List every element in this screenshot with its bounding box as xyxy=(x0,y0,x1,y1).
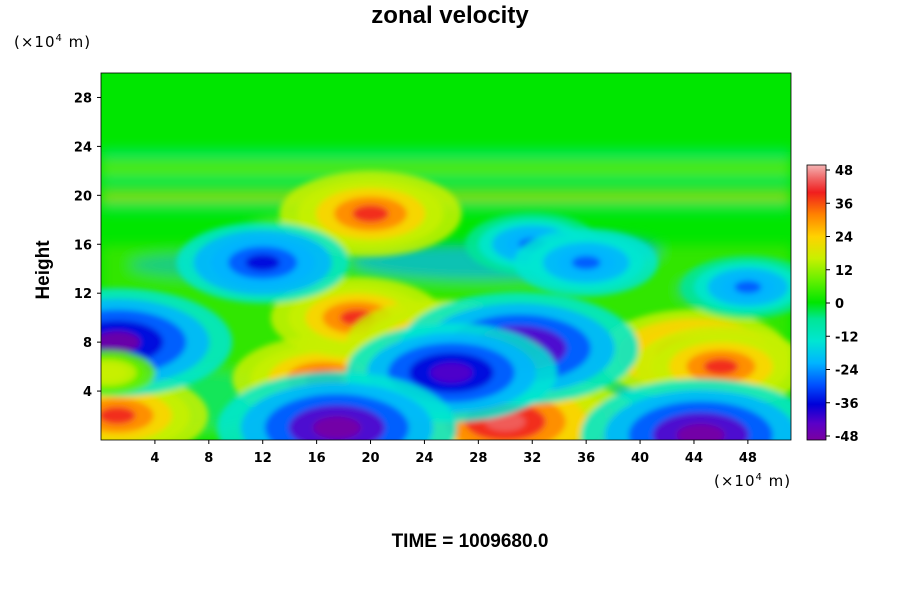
colorbar-tick-label: -12 xyxy=(835,330,859,345)
colorbar-tick-label: -48 xyxy=(835,430,859,445)
colorbar xyxy=(806,164,827,441)
x-tick-label: 16 xyxy=(308,451,326,466)
time-label: TIME = 1009680.0 xyxy=(391,531,549,552)
x-axis-unit: (×104 m) xyxy=(714,472,792,490)
colorbar-ticks: 48 36 24 12 0 -12 -24 -36 -48 xyxy=(826,164,859,445)
plot-frame xyxy=(100,72,792,441)
x-tick-label: 24 xyxy=(415,451,433,466)
x-tick-label: 48 xyxy=(739,451,757,466)
heatmap-field xyxy=(101,73,791,440)
heatmap-feature xyxy=(680,255,791,319)
heatmap-feature xyxy=(101,350,156,396)
y-tick-label: 4 xyxy=(83,385,92,400)
y-tick-label: 12 xyxy=(74,287,92,302)
y-axis-ticks: 4 8 12 16 20 24 28 xyxy=(74,91,101,400)
x-tick-label: 36 xyxy=(577,451,595,466)
heatmap-feature xyxy=(176,222,350,304)
colorbar-tick-label: -24 xyxy=(835,364,859,379)
colorbar-tick-label: -36 xyxy=(835,397,859,412)
x-tick-label: 40 xyxy=(631,451,649,466)
heatmap-feature xyxy=(580,378,791,440)
x-tick-label: 12 xyxy=(254,451,272,466)
colorbar-tick-label: 12 xyxy=(835,264,853,279)
x-tick-label: 32 xyxy=(523,451,541,466)
x-axis-ticks: 4 8 12 16 20 24 28 32 36 40 44 48 xyxy=(150,440,757,466)
x-tick-label: 44 xyxy=(685,451,703,466)
heatmap-feature xyxy=(279,170,462,257)
colorbar-tick-label: 24 xyxy=(835,231,853,246)
y-tick-label: 28 xyxy=(74,91,92,106)
heatmap-feature xyxy=(216,371,457,440)
colorbar-tick-label: 36 xyxy=(835,197,853,212)
colorbar-tick-label: 0 xyxy=(835,297,844,312)
x-tick-label: 20 xyxy=(361,451,379,466)
y-tick-label: 16 xyxy=(74,238,92,253)
chart-title: zonal velocity xyxy=(371,2,529,29)
y-axis-unit: (×104 m) xyxy=(14,33,92,51)
x-tick-label: 4 xyxy=(150,451,159,466)
heatmap-feature xyxy=(514,228,659,297)
x-tick-label: 8 xyxy=(204,451,213,466)
y-tick-label: 24 xyxy=(74,140,92,155)
y-tick-label: 8 xyxy=(83,336,92,351)
x-tick-label: 28 xyxy=(469,451,487,466)
colorbar-tick-label: 48 xyxy=(835,164,853,179)
y-tick-label: 20 xyxy=(74,189,92,204)
